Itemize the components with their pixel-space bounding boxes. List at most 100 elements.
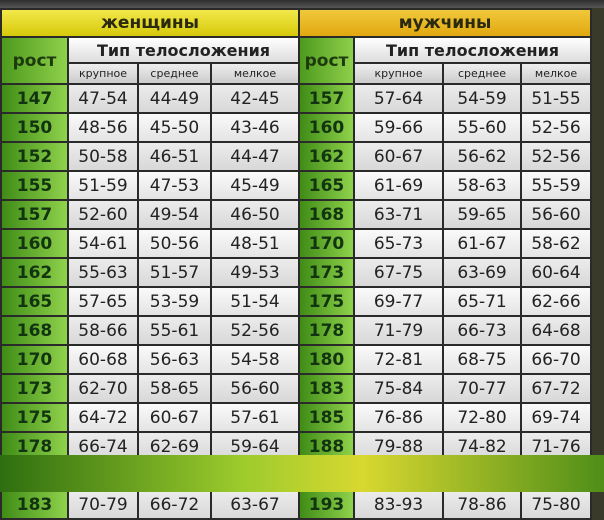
women-weight-range-cell: 66-72 xyxy=(137,489,212,520)
men-weight-range-cell: 69-74 xyxy=(520,402,593,433)
men-weight-range-cell: 61-67 xyxy=(442,228,523,259)
women-weight-range-cell: 64-72 xyxy=(67,402,139,433)
men-col-large: крупное xyxy=(353,62,445,85)
women-weight-range-cell: 44-47 xyxy=(209,141,301,172)
women-weight-range-cell: 48-51 xyxy=(209,228,301,259)
women-height-cell: 165 xyxy=(0,286,69,317)
men-height-cell: 193 xyxy=(298,489,356,520)
women-weight-range-cell: 56-63 xyxy=(137,344,212,375)
women-weight-range-cell: 54-58 xyxy=(209,344,301,375)
men-weight-range-cell: 63-69 xyxy=(442,257,523,288)
women-weight-range-cell: 53-59 xyxy=(137,286,212,317)
men-weight-range-cell: 83-93 xyxy=(353,489,445,520)
women-weight-range-cell: 45-50 xyxy=(137,112,212,143)
men-height-cell: 170 xyxy=(298,228,356,259)
men-weight-range-cell: 69-77 xyxy=(353,286,445,317)
women-weight-range-cell: 45-49 xyxy=(209,170,301,201)
women-weight-range-cell: 70-79 xyxy=(67,489,139,520)
women-height-cell: 175 xyxy=(0,402,69,433)
men-col-small: мелкое xyxy=(520,62,593,85)
men-height-cell: 175 xyxy=(298,286,356,317)
women-weight-range-cell: 55-63 xyxy=(67,257,139,288)
women-weight-range-cell: 54-61 xyxy=(67,228,139,259)
women-weight-range-cell: 47-53 xyxy=(137,170,212,201)
men-weight-range-cell: 63-71 xyxy=(353,199,445,230)
table-row: 157 52-60 49-54 46-50 168 63-71 59-65 56-60 xyxy=(0,199,593,230)
table-row: 147 47-54 44-49 42-45 157 57-64 54-59 51-55 xyxy=(0,83,593,114)
table-row: 160 54-61 50-56 48-51 170 65-73 61-67 58-62 xyxy=(0,228,593,259)
men-header: мужчины xyxy=(298,8,593,38)
table-row: 165 57-65 53-59 51-54 175 69-77 65-71 62-66 xyxy=(0,286,593,317)
men-weight-range-cell: 52-56 xyxy=(520,141,593,172)
men-height-cell: 180 xyxy=(298,344,356,375)
men-weight-range-cell: 56-62 xyxy=(442,141,523,172)
women-weight-range-cell: 49-54 xyxy=(137,199,212,230)
men-height-cell: 165 xyxy=(298,170,356,201)
table-row: 150 48-56 45-50 43-46 160 59-66 55-60 52-56 xyxy=(0,112,593,143)
women-height-cell: 147 xyxy=(0,83,69,114)
men-weight-range-cell: 58-62 xyxy=(520,228,593,259)
women-height-cell: 170 xyxy=(0,344,69,375)
men-weight-range-cell: 59-65 xyxy=(442,199,523,230)
men-weight-range-cell: 67-75 xyxy=(353,257,445,288)
women-col-medium: среднее xyxy=(137,62,212,85)
men-weight-range-cell: 66-70 xyxy=(520,344,593,375)
women-height-cell: 173 xyxy=(0,373,69,404)
table-row: 175 64-72 60-67 57-61 185 76-86 72-80 69-74 xyxy=(0,402,593,433)
men-weight-range-cell: 57-64 xyxy=(353,83,445,114)
weight-table-container: женщины мужчины рост Тип телосложения ро… xyxy=(0,8,593,520)
men-height-cell: 183 xyxy=(298,373,356,404)
women-weight-range-cell: 46-50 xyxy=(209,199,301,230)
men-weight-range-cell: 76-86 xyxy=(353,402,445,433)
women-weight-range-cell: 44-49 xyxy=(137,83,212,114)
women-weight-range-cell: 42-45 xyxy=(209,83,301,114)
men-weight-range-cell: 65-73 xyxy=(353,228,445,259)
women-weight-range-cell: 51-54 xyxy=(209,286,301,317)
men-height-cell: 173 xyxy=(298,257,356,288)
table-row: 173 62-70 58-65 56-60 183 75-84 70-77 67-72 xyxy=(0,373,593,404)
men-weight-range-cell: 71-79 xyxy=(353,315,445,346)
women-col-large: крупное xyxy=(67,62,139,85)
men-weight-range-cell: 60-64 xyxy=(520,257,593,288)
weight-height-table: женщины мужчины рост Тип телосложения ро… xyxy=(0,8,593,520)
men-weight-range-cell: 58-63 xyxy=(442,170,523,201)
men-height-cell: 178 xyxy=(298,315,356,346)
men-body-type-header: Тип телосложения xyxy=(353,36,593,64)
men-weight-range-cell: 68-75 xyxy=(442,344,523,375)
women-weight-range-cell: 46-51 xyxy=(137,141,212,172)
men-height-cell: 185 xyxy=(298,402,356,433)
men-height-cell: 160 xyxy=(298,112,356,143)
women-weight-range-cell: 51-57 xyxy=(137,257,212,288)
women-height-cell: 152 xyxy=(0,141,69,172)
women-height-cell: 155 xyxy=(0,170,69,201)
men-weight-range-cell: 54-59 xyxy=(442,83,523,114)
men-weight-range-cell: 72-81 xyxy=(353,344,445,375)
women-weight-range-cell: 52-60 xyxy=(67,199,139,230)
women-height-cell: 183 xyxy=(0,489,69,520)
women-col-small: мелкое xyxy=(209,62,301,85)
women-weight-range-cell: 49-53 xyxy=(209,257,301,288)
women-weight-range-cell: 58-65 xyxy=(137,373,212,404)
men-weight-range-cell: 65-71 xyxy=(442,286,523,317)
women-height-cell: 162 xyxy=(0,257,69,288)
men-height-cell: 162 xyxy=(298,141,356,172)
bottom-glow xyxy=(0,455,604,492)
table-row: 162 55-63 51-57 49-53 173 67-75 63-69 60-64 xyxy=(0,257,593,288)
women-height-header: рост xyxy=(0,36,69,85)
men-weight-range-cell: 64-68 xyxy=(520,315,593,346)
men-weight-range-cell: 55-59 xyxy=(520,170,593,201)
men-height-cell: 168 xyxy=(298,199,356,230)
women-weight-range-cell: 43-46 xyxy=(209,112,301,143)
women-weight-range-cell: 63-67 xyxy=(209,489,301,520)
table-row: 168 58-66 55-61 52-56 178 71-79 66-73 64-68 xyxy=(0,315,593,346)
men-weight-range-cell: 75-84 xyxy=(353,373,445,404)
men-col-medium: среднее xyxy=(442,62,523,85)
men-weight-range-cell: 52-56 xyxy=(520,112,593,143)
men-weight-range-cell: 78-86 xyxy=(442,489,523,520)
table-row: 170 60-68 56-63 54-58 180 72-81 68-75 66-70 xyxy=(0,344,593,375)
men-weight-range-cell: 62-66 xyxy=(520,286,593,317)
men-weight-range-cell: 60-67 xyxy=(353,141,445,172)
men-weight-range-cell: 59-66 xyxy=(353,112,445,143)
men-weight-range-cell: 51-55 xyxy=(520,83,593,114)
women-weight-range-cell: 60-67 xyxy=(137,402,212,433)
